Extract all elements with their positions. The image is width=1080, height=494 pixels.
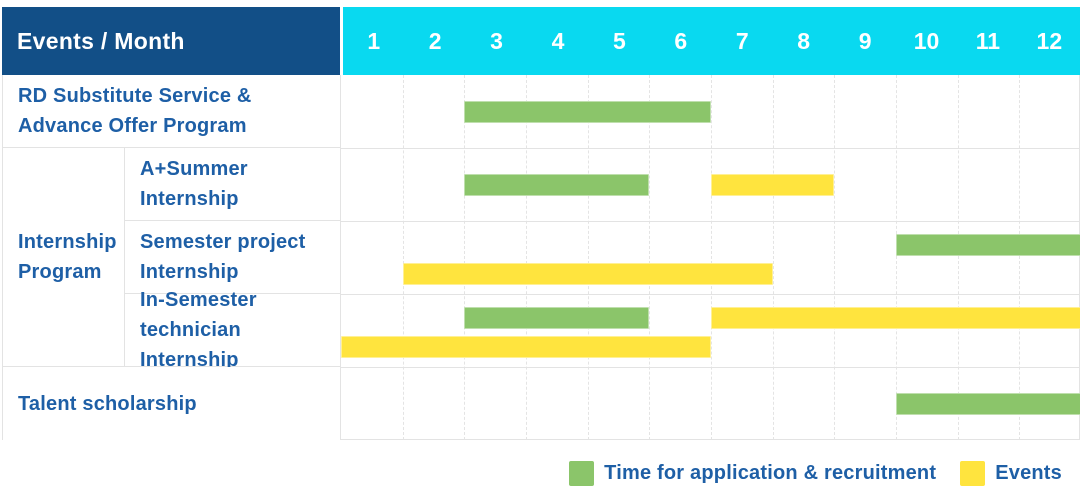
bar-event-months-7-8 bbox=[711, 174, 835, 196]
row-label-in-semester-technician: In-Semester technician Internship bbox=[125, 289, 341, 371]
bar-event-months-2-7 bbox=[402, 263, 773, 285]
legend-swatch-yellow bbox=[960, 460, 986, 486]
row-label-line: Semester project bbox=[140, 231, 306, 253]
bar-event-months-7-12 bbox=[711, 307, 1080, 329]
month-axis: 1 2 3 4 5 6 7 8 9 10 11 12 bbox=[340, 7, 1080, 75]
month-header-10: 10 bbox=[913, 27, 940, 54]
legend-label: Time for application & recruitment bbox=[604, 461, 937, 484]
legend-item-application: Time for application & recruitment bbox=[569, 460, 937, 486]
month-gridline bbox=[957, 75, 959, 440]
month-header-2: 2 bbox=[428, 27, 442, 54]
row-label-line: A+Summer bbox=[140, 158, 248, 180]
row-gridline bbox=[341, 221, 1080, 222]
header-title: Events / Month bbox=[2, 7, 340, 75]
month-header-4: 4 bbox=[551, 27, 565, 54]
row-gridline bbox=[341, 294, 1080, 295]
row-label-a-plus-summer: A+Summer Internship bbox=[125, 148, 341, 221]
month-header-7: 7 bbox=[735, 27, 749, 54]
month-gridline bbox=[896, 75, 897, 440]
month-gridline bbox=[587, 75, 589, 440]
row-label-line: Talent scholarship bbox=[18, 392, 197, 415]
month-header-5: 5 bbox=[613, 27, 626, 54]
month-gridline bbox=[649, 75, 651, 440]
month-header-8: 8 bbox=[797, 27, 811, 54]
table-body: RD Substitute Service & Advance Offer Pr… bbox=[2, 75, 1080, 440]
month-gridline bbox=[1019, 75, 1021, 440]
row-label-talent-scholarship: Talent scholarship bbox=[3, 367, 341, 440]
group-label-internship-program: Internship Program bbox=[3, 148, 125, 367]
month-header-1: 1 bbox=[367, 27, 381, 54]
bar-event-months-1-6 bbox=[341, 336, 711, 358]
month-header-6: 6 bbox=[674, 27, 688, 54]
row-label-line: technician Internship bbox=[140, 319, 241, 371]
row-label-line: Internship bbox=[140, 261, 239, 283]
row-label-line: Advance Offer Program bbox=[18, 115, 247, 137]
month-gridline bbox=[402, 75, 404, 440]
legend-label: Events bbox=[995, 461, 1062, 484]
legend: Time for application & recruitment Event… bbox=[569, 458, 1062, 488]
month-gridline bbox=[526, 75, 527, 440]
row-label-line: RD Substitute Service & bbox=[18, 85, 252, 107]
bar-application-months-3-5 bbox=[464, 307, 650, 329]
schedule-table: Events / Month 1 2 3 4 5 6 7 8 9 10 11 12 RD Substi… bbox=[2, 7, 1080, 440]
bar-application-months-3-6 bbox=[464, 101, 711, 123]
bar-application-months-10-12 bbox=[896, 393, 1080, 415]
row-label-line: In-Semester bbox=[140, 289, 257, 311]
month-header-11: 11 bbox=[975, 27, 1001, 54]
month-gridline bbox=[834, 75, 836, 440]
legend-item-events: Events bbox=[960, 460, 1062, 486]
row-label-semester-project: Semester project Internship bbox=[125, 221, 341, 294]
bar-application-months-10-12 bbox=[896, 234, 1080, 256]
group-label-line: Internship bbox=[18, 231, 117, 253]
legend-swatch-green bbox=[569, 460, 595, 486]
bar-application-months-3-5 bbox=[464, 174, 650, 196]
month-gridline bbox=[464, 75, 466, 440]
row-label-line: Internship bbox=[140, 188, 239, 210]
group-label-line: Program bbox=[18, 261, 102, 283]
month-gridline bbox=[772, 75, 774, 440]
table-header: Events / Month 1 2 3 4 5 6 7 8 9 10 11 12 bbox=[2, 7, 1080, 75]
month-header-12: 12 bbox=[1036, 27, 1063, 54]
month-header-9: 9 bbox=[858, 27, 872, 54]
month-header-3: 3 bbox=[490, 27, 503, 54]
row-gridline bbox=[341, 367, 1080, 368]
month-gridline bbox=[711, 75, 712, 440]
row-gridline bbox=[341, 148, 1080, 149]
row-label-rd-substitute: RD Substitute Service & Advance Offer Pr… bbox=[3, 75, 341, 148]
